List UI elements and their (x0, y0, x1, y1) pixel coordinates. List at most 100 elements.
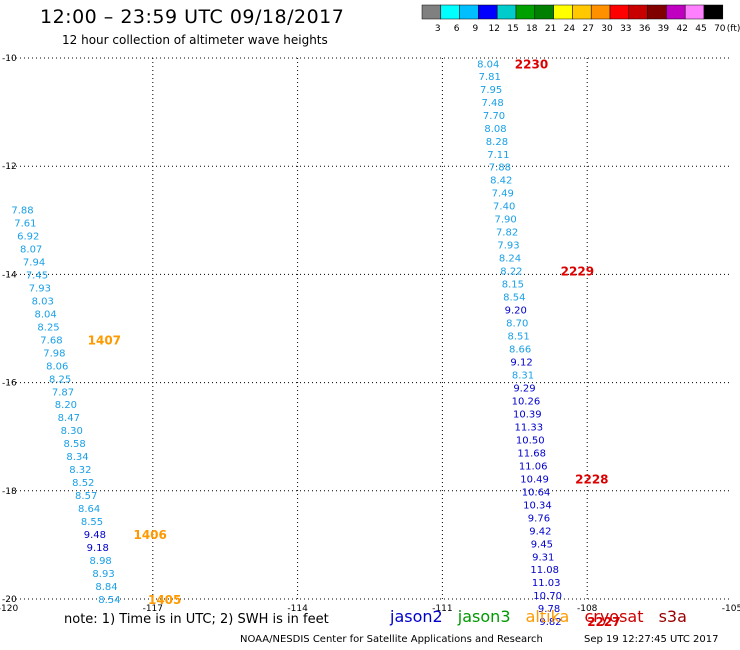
wave-height-label-east: 9.20 (505, 306, 527, 317)
wave-height-label-east: 10.50 (516, 435, 545, 446)
wave-height-label-west: 8.93 (92, 569, 114, 580)
colorbar-label: 45 (695, 24, 706, 34)
wave-height-label-east: 7.93 (497, 241, 519, 252)
colorbar-label: 21 (545, 24, 556, 34)
wave-height-label-east: 11.68 (517, 448, 546, 459)
wave-height-label-west: 8.55 (81, 517, 103, 528)
wave-height-label-west: 9.48 (84, 530, 106, 541)
wave-height-label-west: 8.20 (55, 400, 77, 411)
time-label: 2228 (575, 472, 608, 486)
y-tick-label: -12 (2, 162, 17, 172)
wave-height-label-east: 8.70 (506, 319, 528, 330)
wave-height-label-east: 10.26 (512, 396, 541, 407)
colorbar-swatch (703, 4, 724, 20)
wave-height-label-west: 8.98 (90, 556, 112, 567)
wave-height-label-east: 9.45 (531, 539, 553, 550)
wave-height-label-west: 8.32 (69, 465, 91, 476)
wave-height-label-west: 7.68 (40, 335, 62, 346)
colorbar-label: 33 (620, 24, 631, 34)
wave-height-label-east: 8.31 (512, 370, 534, 381)
wave-height-label-east: 8.42 (490, 176, 512, 187)
credit-line: NOAA/NESDIS Center for Satellite Applica… (240, 634, 543, 645)
wave-height-label-east: 9.29 (513, 383, 535, 394)
wave-height-label-east: 8.28 (486, 137, 508, 148)
time-label: 2230 (515, 57, 548, 71)
wave-height-label-west: 8.57 (75, 491, 97, 502)
wave-height-label-west: 8.30 (61, 426, 83, 437)
wave-height-label-east: 9.42 (529, 526, 551, 537)
wave-height-label-west: 8.04 (35, 309, 57, 320)
wave-height-label-east: 9.12 (510, 358, 532, 369)
wave-height-label-west: 8.07 (20, 244, 42, 255)
wave-height-label-east: 9.31 (532, 552, 554, 563)
legend-jason2: jason2 (390, 607, 443, 626)
x-tick-label: -120 (0, 604, 18, 614)
wave-height-label-east: 8.08 (484, 124, 506, 135)
generation-timestamp: Sep 19 12:27:45 UTC 2017 (584, 634, 719, 645)
x-tick-label: -111 (432, 604, 452, 614)
wave-height-label-east: 7.90 (494, 215, 516, 226)
legend-cryosat: cryosat (584, 607, 644, 626)
wave-height-label-east: 9.76 (528, 513, 550, 524)
wave-height-label-west: 8.06 (46, 361, 68, 372)
y-tick-label: -20 (2, 595, 17, 605)
legend-altika: altika (525, 607, 570, 626)
colorbar-label: 30 (601, 24, 613, 34)
wave-height-label-east: 10.34 (523, 500, 552, 511)
wave-height-label-west: 7.98 (43, 348, 65, 359)
wave-height-label-east: 8.51 (508, 332, 530, 343)
wave-height-label-east: 8.15 (502, 280, 524, 291)
wave-height-label-west: 7.87 (52, 387, 74, 398)
colorbar-label: 3 (435, 24, 441, 34)
colorbar-label: 15 (507, 24, 518, 34)
time-label: 1405 (148, 593, 181, 607)
wave-height-label-west: 6.92 (17, 231, 39, 242)
wave-height-label-east: 10.64 (522, 487, 551, 498)
wave-height-label-east: 7.95 (480, 85, 502, 96)
wave-height-label-west: 8.34 (66, 452, 88, 463)
y-tick-label: -16 (2, 379, 17, 389)
colorbar-label: 6 (454, 24, 460, 34)
time-label: 1406 (133, 528, 166, 542)
wave-height-label-east: 11.03 (532, 578, 561, 589)
wave-height-label-east: 11.08 (530, 565, 559, 576)
colorbar-unit: (ft) (727, 24, 740, 34)
colorbar-label: 70 (714, 24, 726, 34)
colorbar-label: 18 (526, 24, 538, 34)
wave-height-label-west: 7.45 (26, 270, 48, 281)
wave-height-label-east: 9.82 (539, 617, 561, 628)
wave-height-label-west: 8.52 (72, 478, 94, 489)
wave-height-label-east: 7.40 (493, 202, 515, 213)
colorbar-label: 24 (564, 24, 576, 34)
y-tick-label: -10 (2, 54, 17, 64)
wave-height-label-east: 7.82 (496, 228, 518, 239)
x-tick-label: -105 (722, 604, 740, 614)
color-scale-bar: 3 6 9 12 15 18 21 24 27 30 33 36 39 42 45 70 (ft) (421, 4, 740, 34)
wave-height-label-east: 7.49 (492, 189, 514, 200)
wave-height-label-east: 11.33 (514, 422, 543, 433)
colorbar-label: 39 (658, 24, 670, 34)
colorbar-label: 12 (488, 24, 499, 34)
wave-height-label-west: 8.47 (58, 413, 80, 424)
wave-height-label-east: 8.04 (477, 59, 499, 70)
wave-height-label-west: 7.93 (29, 283, 51, 294)
legend-jason3: jason3 (457, 607, 511, 626)
wave-height-label-east: 7.81 (479, 72, 501, 83)
chart-subtitle: 12 hour collection of altimeter wave hei… (62, 33, 328, 47)
wave-height-label-west: 7.61 (14, 218, 36, 229)
wave-height-label-east: 8.22 (500, 267, 522, 278)
colorbar-label: 42 (676, 24, 687, 34)
satellite-legend: jason2 jason3 altika cryosat s3a (390, 607, 697, 626)
y-tick-label: -18 (2, 487, 17, 497)
colorbar-label: 9 (473, 24, 479, 34)
wave-height-label-east: 7.11 (487, 150, 509, 161)
time-label: 1407 (88, 333, 121, 347)
wave-height-label-east: 11.06 (519, 461, 548, 472)
wave-height-label-west: 8.03 (32, 296, 54, 307)
wave-height-label-east: 8.54 (503, 293, 525, 304)
colorbar-label: 36 (639, 24, 651, 34)
wave-height-label-east: 7.88 (489, 163, 511, 174)
x-tick-label: -114 (287, 604, 308, 614)
wave-height-label-east: 8.24 (499, 254, 521, 265)
